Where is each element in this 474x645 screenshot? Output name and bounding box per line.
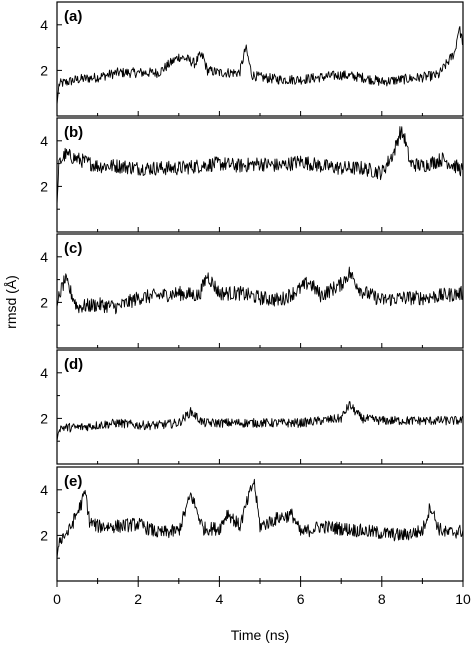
- panel-d: 2 4 (d): [40, 349, 464, 465]
- series-line: [56, 266, 464, 315]
- y-tick-label: 2: [40, 178, 48, 194]
- x-tick-label: 2: [134, 591, 142, 607]
- x-tick-label: 0: [53, 591, 61, 607]
- y-tick-label: 2: [40, 294, 48, 310]
- panel-frame: [56, 1, 464, 117]
- x-axis: 0 2 4 6 8 10: [53, 581, 471, 607]
- x-tick-label: 10: [455, 591, 471, 607]
- panels: 2 4 (a) 2 4 (b) 2 4 (c) 2 4 (d) 2 4 (e): [40, 1, 464, 582]
- y-tick-label: 4: [40, 133, 48, 149]
- y-tick-label: 2: [40, 62, 48, 78]
- panel-c: 2 4 (c): [40, 233, 464, 349]
- y-tick-label: 2: [40, 527, 48, 543]
- series-line: [56, 478, 464, 559]
- y-tick-label: 4: [40, 249, 48, 265]
- panel-label: (c): [64, 240, 82, 257]
- panel-label: (b): [64, 124, 83, 141]
- series-line: [56, 401, 464, 442]
- panel-label: (a): [64, 8, 82, 25]
- y-tick-label: 4: [40, 482, 48, 498]
- panel-frame: [56, 233, 464, 349]
- y-tick-label: 4: [40, 365, 48, 381]
- y-tick-label: 4: [40, 17, 48, 33]
- series-line: [56, 126, 464, 205]
- x-tick-label: 8: [378, 591, 386, 607]
- panel-frame: [56, 349, 464, 465]
- panel-a: 2 4 (a): [40, 1, 464, 117]
- panel-b: 2 4 (b): [40, 117, 464, 233]
- x-axis-title: Time (ns): [231, 627, 290, 643]
- panel-label: (e): [64, 473, 82, 490]
- x-tick-label: 6: [297, 591, 305, 607]
- panel-e: 2 4 (e): [40, 466, 464, 582]
- y-axis-title: rmsd (Å): [3, 275, 19, 329]
- x-tick-label: 4: [216, 591, 224, 607]
- y-tick-label: 2: [40, 410, 48, 426]
- series-line: [56, 26, 464, 105]
- panel-label: (d): [64, 356, 83, 373]
